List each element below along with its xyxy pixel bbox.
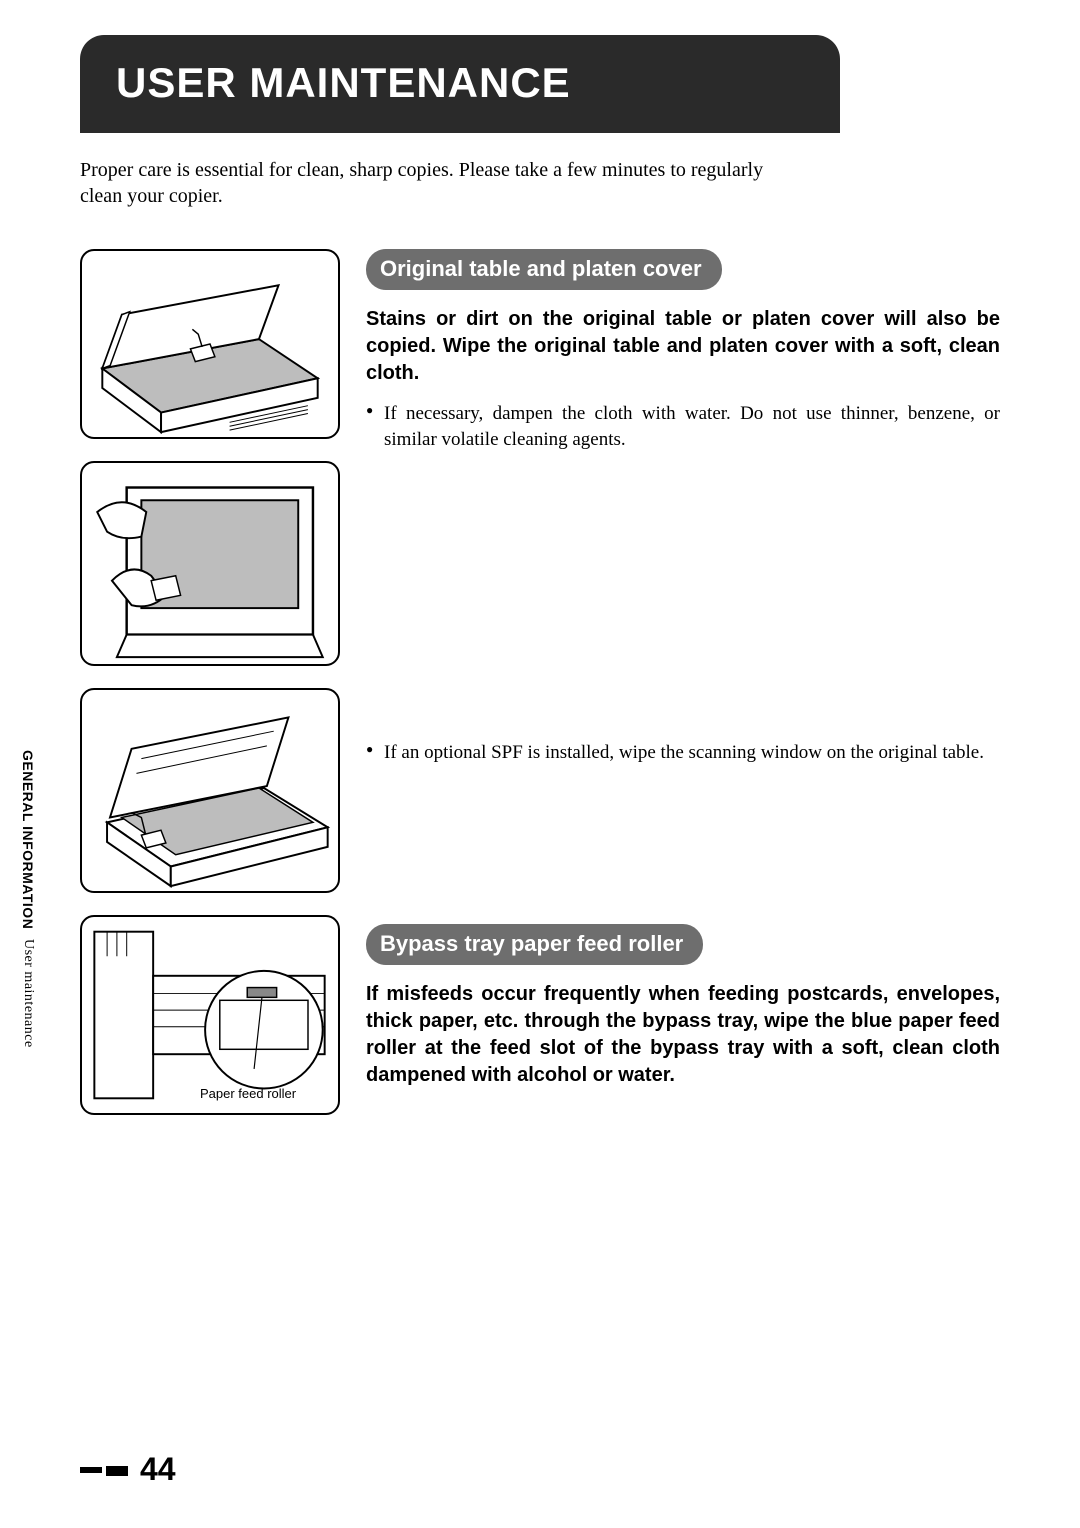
illustration-4: Paper feed roller [80,915,340,1115]
section-heading-1: Original table and platen cover [366,249,722,290]
intro-text: Proper care is essential for clean, shar… [80,157,780,209]
page-number-bars-icon [80,1466,128,1474]
text-column: Original table and platen cover Stains o… [366,249,1000,1115]
section1-bullet-1: If necessary, dampen the cloth with wate… [366,401,1000,452]
section-heading-2: Bypass tray paper feed roller [366,924,703,965]
section1-bullets-cont: If an optional SPF is installed, wipe th… [366,740,1000,766]
illustration-2 [80,461,340,666]
side-tab-page: User maintenance [21,939,36,1048]
side-tab: GENERAL INFORMATION User maintenance [20,750,36,1048]
section1-bullets: If necessary, dampen the cloth with wate… [366,401,1000,452]
section2-lead: If misfeeds occur frequently when feedin… [366,981,1000,1089]
page-number-value: 44 [140,1451,176,1488]
section1-lead: Stains or dirt on the original table or … [366,306,1000,387]
illustration-4-caption: Paper feed roller [200,1086,296,1101]
illustration-3 [80,688,340,893]
section1-bullet-2: If an optional SPF is installed, wipe th… [366,740,1000,766]
illustration-1 [80,249,340,439]
side-tab-section: GENERAL INFORMATION [20,750,36,929]
page-number: 44 [80,1451,176,1488]
illustration-column: Paper feed roller [80,249,340,1115]
page-title-banner: USER MAINTENANCE [80,35,840,133]
